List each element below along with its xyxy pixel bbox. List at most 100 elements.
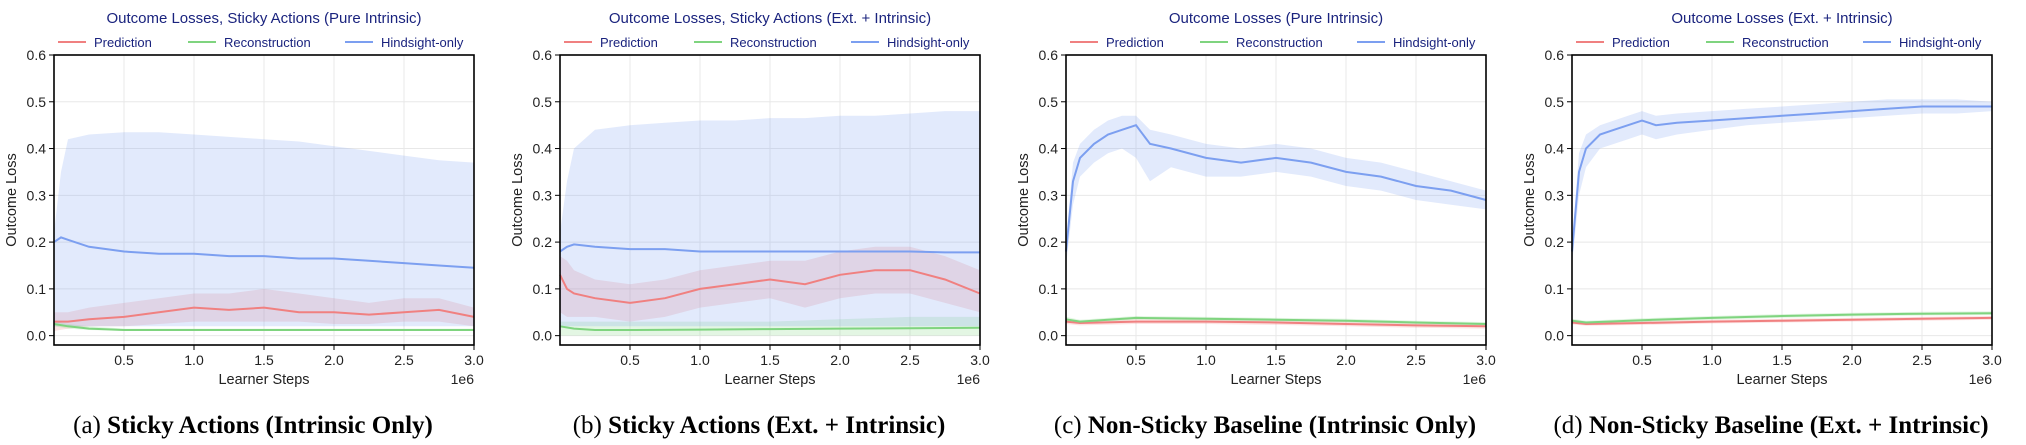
y-tick-label: 0.6 (533, 47, 553, 63)
y-tick-label: 0.4 (1039, 141, 1059, 157)
chart-panel-0: Outcome Losses, Sticky Actions (Pure Int… (0, 0, 506, 445)
x-tick-label: 1.5 (1266, 352, 1286, 368)
legend-label: Reconstruction (730, 35, 817, 50)
y-tick-label: 0.0 (1039, 328, 1059, 344)
y-tick-label: 0.5 (27, 94, 47, 110)
caption-text: Non-Sticky Baseline (Ext. + Intrinsic) (1588, 412, 1989, 439)
y-tick-label: 0.4 (27, 141, 47, 157)
legend-label: Prediction (1106, 35, 1164, 50)
x-tick-label: 2.5 (1912, 352, 1932, 368)
legend-label: Reconstruction (1236, 35, 1323, 50)
y-tick-label: 0.2 (27, 234, 47, 250)
chart-svg-1: Outcome Losses, Sticky Actions (Ext. + I… (510, 10, 990, 388)
y-tick-label: 0.6 (1039, 47, 1059, 63)
line-reconstruction (1571, 312, 1993, 324)
chart-panel-2: Outcome Losses (Pure Intrinsic) 0.0 0.1 0.2… (1012, 0, 1518, 445)
legend-label: Hindsight-only (887, 35, 970, 50)
y-axis-label: Outcome Loss (4, 153, 20, 247)
subfigure-caption: (a) Sticky Actions (Intrinsic Only) (0, 412, 506, 440)
x-axis-label: Learner Steps (1230, 372, 1321, 388)
y-tick-label: 0.5 (533, 94, 553, 110)
legend-label: Prediction (1612, 35, 1670, 50)
caption-text: Non-Sticky Baseline (Intrinsic Only) (1087, 412, 1477, 439)
y-tick-label: 0.2 (533, 234, 553, 250)
y-tick-label: 0.5 (1545, 94, 1565, 110)
y-tick-label: 0.6 (27, 47, 47, 63)
line-prediction (1065, 320, 1487, 328)
y-tick-label: 0.5 (1039, 94, 1059, 110)
y-axis-label: Outcome Loss (510, 153, 526, 247)
line-reconstruction (53, 323, 474, 331)
x-tick-label: 0.5 (114, 352, 134, 368)
x-multiplier: 1e6 (1463, 371, 1487, 387)
x-tick-label: 2.0 (324, 352, 344, 368)
y-tick-label: 0.3 (1039, 187, 1059, 203)
chart-title: Outcome Losses, Sticky Actions (Ext. + I… (609, 10, 931, 27)
band-reconstruction (54, 321, 474, 331)
x-tick-label: 3.0 (1476, 352, 1496, 368)
y-tick-label: 0.3 (27, 187, 47, 203)
x-tick-label: 2.0 (1842, 352, 1862, 368)
caption-label: (a) (73, 412, 108, 439)
y-tick-label: 0.1 (1039, 281, 1059, 297)
x-tick-label: 1.5 (254, 352, 274, 368)
band-reconstruction (560, 316, 980, 336)
caption-text: Sticky Actions (Ext. + Intrinsic) (608, 412, 946, 439)
chart-title: Outcome Losses (Ext. + Intrinsic) (1671, 10, 1892, 27)
x-tick-label: 2.0 (830, 352, 850, 368)
y-tick-label: 0.4 (1545, 141, 1565, 157)
y-tick-label: 0.3 (533, 187, 553, 203)
line-hindsight-only (1571, 105, 1992, 252)
subfigure-caption: (d) Non-Sticky Baseline (Ext. + Intrinsi… (1518, 412, 2024, 440)
x-multiplier: 1e6 (957, 371, 981, 387)
legend-label: Hindsight-only (1393, 35, 1476, 50)
x-tick-label: 0.5 (1632, 352, 1652, 368)
line-prediction (54, 306, 475, 323)
band-hindsight-only (1066, 115, 1486, 266)
x-tick-label: 2.5 (900, 352, 920, 368)
x-tick-label: 0.5 (620, 352, 640, 368)
line-prediction (559, 269, 981, 304)
legend-label: Hindsight-only (1899, 35, 1982, 50)
legend-label: Prediction (600, 35, 658, 50)
y-tick-label: 0.0 (533, 328, 553, 344)
x-tick-label: 1.5 (1772, 352, 1792, 368)
band-prediction (560, 246, 980, 322)
caption-label: (d) (1553, 412, 1589, 439)
x-axis-label: Learner Steps (218, 372, 309, 388)
y-tick-label: 0.0 (1545, 328, 1565, 344)
subfigure-caption: (c) Non-Sticky Baseline (Intrinsic Only) (1012, 412, 1518, 440)
band-prediction (54, 288, 474, 331)
y-tick-label: 0.3 (1545, 187, 1565, 203)
y-axis-label: Outcome Loss (1016, 153, 1032, 247)
y-tick-label: 0.2 (1039, 234, 1059, 250)
x-tick-label: 3.0 (1982, 352, 2002, 368)
chart-title: Outcome Losses (Pure Intrinsic) (1169, 10, 1383, 27)
x-multiplier: 1e6 (451, 371, 475, 387)
legend-label: Reconstruction (1742, 35, 1829, 50)
line-hindsight-only (1065, 124, 1487, 252)
y-tick-label: 0.1 (533, 281, 553, 297)
line-prediction (1571, 316, 1993, 326)
subfigure-caption: (b) Sticky Actions (Ext. + Intrinsic) (506, 412, 1012, 440)
x-multiplier: 1e6 (1969, 371, 1993, 387)
line-hindsight-only (53, 236, 475, 269)
line-hindsight-only (559, 243, 980, 254)
y-tick-label: 0.1 (1545, 281, 1565, 297)
y-tick-label: 0.0 (27, 328, 47, 344)
x-tick-label: 1.0 (1196, 352, 1216, 368)
x-tick-label: 3.0 (970, 352, 990, 368)
band-hindsight-only (560, 111, 980, 327)
y-tick-label: 0.6 (1545, 47, 1565, 63)
line-reconstruction (1065, 316, 1487, 325)
y-tick-label: 0.2 (1545, 234, 1565, 250)
x-tick-label: 2.5 (394, 352, 414, 368)
band-hindsight-only (54, 132, 474, 327)
x-tick-label: 1.0 (184, 352, 204, 368)
chart-svg-3: Outcome Losses (Ext. + Intrinsic) 0.0 0.1 0… (1522, 10, 2002, 388)
x-tick-label: 1.0 (1702, 352, 1722, 368)
chart-title: Outcome Losses, Sticky Actions (Pure Int… (106, 10, 421, 27)
chart-panel-1: Outcome Losses, Sticky Actions (Ext. + I… (506, 0, 1012, 445)
x-tick-label: 3.0 (464, 352, 484, 368)
